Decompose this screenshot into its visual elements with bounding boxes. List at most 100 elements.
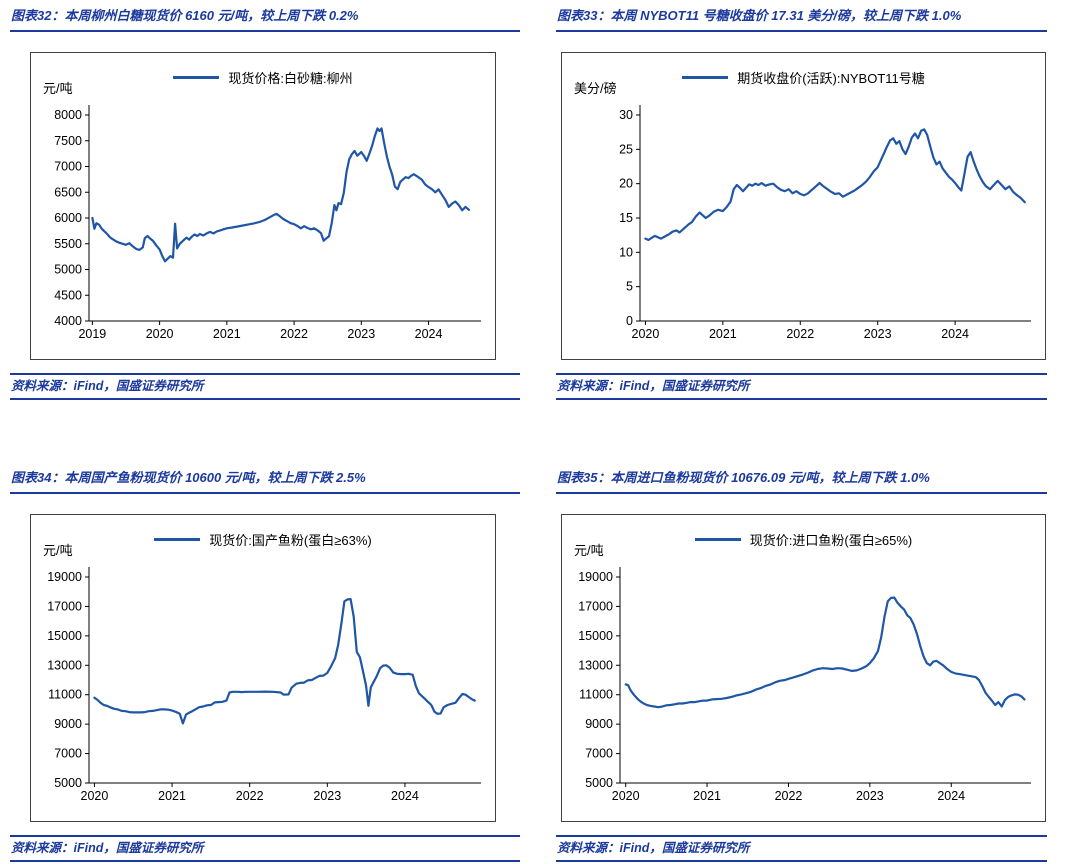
svg-text:2021: 2021 xyxy=(709,327,737,341)
svg-text:13000: 13000 xyxy=(47,658,82,672)
legend-line-swatch xyxy=(173,76,220,79)
legend-line-swatch xyxy=(154,538,201,541)
svg-text:17000: 17000 xyxy=(578,599,613,613)
y-axis-unit-label: 元/吨 xyxy=(43,543,73,558)
title-divider xyxy=(10,492,520,494)
svg-text:2022: 2022 xyxy=(775,789,803,803)
svg-text:15000: 15000 xyxy=(578,629,613,643)
svg-text:19000: 19000 xyxy=(47,570,82,584)
line-chart-nybot-sugar: 0 5 10 15 20 25 30 2020 2021 2022 2023 2024 xyxy=(619,105,1031,341)
chart-32-legend: 现货价格:白砂糖:柳州 xyxy=(31,68,495,87)
source-divider-top xyxy=(556,835,1047,837)
svg-text:2019: 2019 xyxy=(78,327,106,341)
svg-text:2021: 2021 xyxy=(213,327,241,341)
source-note: 资料来源：iFind，国盛证券研究所 xyxy=(557,841,750,855)
svg-text:2023: 2023 xyxy=(864,327,892,341)
chart-33-title: 图表33：本周 NYBOT11 号糖收盘价 17.31 美分/磅，较上周下跌 1… xyxy=(557,8,962,23)
chart-panel-33: 图表33：本周 NYBOT11 号糖收盘价 17.31 美分/磅，较上周下跌 1… xyxy=(556,8,1047,400)
svg-text:11000: 11000 xyxy=(48,688,82,702)
svg-text:19000: 19000 xyxy=(578,570,613,584)
legend-line-swatch xyxy=(694,538,741,541)
legend-label: 现货价格:白砂糖:柳州 xyxy=(228,71,353,86)
svg-text:2024: 2024 xyxy=(937,789,965,803)
chart-34-legend: 现货价:国产鱼粉(蛋白≥63%) xyxy=(31,530,495,549)
chart-33-frame: 美分/磅 期货收盘价(活跃):NYBOT11号糖 0 5 10 15 20 25 30 202… xyxy=(561,52,1046,360)
legend-line-swatch xyxy=(682,76,729,79)
title-divider xyxy=(556,30,1047,32)
legend-label: 现货价:国产鱼粉(蛋白≥63%) xyxy=(209,533,372,548)
svg-text:2023: 2023 xyxy=(313,789,341,803)
source-divider-top xyxy=(556,373,1047,375)
svg-text:7000: 7000 xyxy=(54,160,82,174)
svg-text:25: 25 xyxy=(619,142,633,156)
chart-32-title: 图表32：本周柳州白糖现货价 6160 元/吨，较上周下跌 0.2% xyxy=(11,8,359,23)
y-axis-unit-label: 元/吨 xyxy=(574,543,604,558)
svg-text:15000: 15000 xyxy=(47,629,82,643)
chart-33-legend: 期货收盘价(活跃):NYBOT11号糖 xyxy=(562,68,1045,87)
svg-text:11000: 11000 xyxy=(579,688,613,702)
svg-text:5000: 5000 xyxy=(54,776,82,790)
svg-text:17000: 17000 xyxy=(47,599,82,613)
source-divider-bottom xyxy=(10,860,520,862)
chart-34-frame: 元/吨 现货价:国产鱼粉(蛋白≥63%) 5000 7000 9000 11000 13… xyxy=(30,514,496,822)
source-divider-bottom xyxy=(10,398,520,400)
svg-text:2024: 2024 xyxy=(941,327,969,341)
svg-text:5500: 5500 xyxy=(54,237,82,251)
svg-text:6000: 6000 xyxy=(54,211,82,225)
svg-text:2023: 2023 xyxy=(856,789,884,803)
svg-text:4500: 4500 xyxy=(54,288,82,302)
chart-34-title: 图表34：本周国产鱼粉现货价 10600 元/吨，较上周下跌 2.5% xyxy=(11,470,366,485)
svg-text:2020: 2020 xyxy=(146,327,174,341)
svg-text:15: 15 xyxy=(619,211,633,225)
svg-text:2022: 2022 xyxy=(280,327,308,341)
svg-text:2020: 2020 xyxy=(632,327,660,341)
svg-text:5000: 5000 xyxy=(585,776,613,790)
svg-text:5: 5 xyxy=(626,280,633,294)
legend-label: 现货价:进口鱼粉(蛋白≥65%) xyxy=(749,533,913,548)
chart-panel-32: 图表32：本周柳州白糖现货价 6160 元/吨，较上周下跌 0.2% 元/吨 现… xyxy=(10,8,520,400)
source-divider-bottom xyxy=(556,398,1047,400)
title-divider xyxy=(556,492,1047,494)
y-axis-unit-label: 美分/磅 xyxy=(574,81,617,96)
chart-panel-34: 图表34：本周国产鱼粉现货价 10600 元/吨，较上周下跌 2.5% 元/吨 … xyxy=(10,470,520,862)
svg-text:20: 20 xyxy=(619,177,633,191)
svg-text:10: 10 xyxy=(619,245,633,259)
line-chart-domestic-fishmeal: 5000 7000 9000 11000 13000 15000 17000 19000 202… xyxy=(47,567,481,803)
legend-label: 期货收盘价(活跃):NYBOT11号糖 xyxy=(737,71,925,86)
line-chart-sugar-liuzhou: 4000 4500 5000 5500 6000 6500 7000 7500 8000 2019… xyxy=(54,105,481,341)
svg-text:6500: 6500 xyxy=(54,185,82,199)
chart-35-title: 图表35：本周进口鱼粉现货价 10676.09 元/吨，较上周下跌 1.0% xyxy=(557,470,930,485)
svg-text:7000: 7000 xyxy=(54,747,82,761)
svg-text:9000: 9000 xyxy=(54,717,82,731)
chart-32-frame: 元/吨 现货价格:白砂糖:柳州 4000 4500 5000 5500 6000 6500… xyxy=(30,52,496,360)
chart-35-legend: 现货价:进口鱼粉(蛋白≥65%) xyxy=(562,530,1045,549)
svg-text:30: 30 xyxy=(619,108,633,122)
svg-text:4000: 4000 xyxy=(54,314,82,328)
source-note: 资料来源：iFind，国盛证券研究所 xyxy=(557,379,750,393)
svg-text:2020: 2020 xyxy=(612,789,640,803)
svg-text:2021: 2021 xyxy=(693,789,721,803)
title-divider xyxy=(10,30,520,32)
svg-text:2020: 2020 xyxy=(81,789,109,803)
svg-text:5000: 5000 xyxy=(54,263,82,277)
source-divider-top xyxy=(10,835,520,837)
source-note: 资料来源：iFind，国盛证券研究所 xyxy=(11,841,204,855)
source-divider-bottom xyxy=(556,860,1047,862)
svg-text:2024: 2024 xyxy=(391,789,419,803)
svg-text:2024: 2024 xyxy=(415,327,443,341)
line-chart-imported-fishmeal: 5000 7000 9000 11000 13000 15000 17000 19000 202… xyxy=(578,567,1031,803)
svg-text:2021: 2021 xyxy=(158,789,186,803)
y-axis-unit-label: 元/吨 xyxy=(43,81,73,96)
svg-text:9000: 9000 xyxy=(585,717,613,731)
svg-text:7000: 7000 xyxy=(585,747,613,761)
source-divider-top xyxy=(10,373,520,375)
svg-text:8000: 8000 xyxy=(54,108,82,122)
svg-text:13000: 13000 xyxy=(578,658,613,672)
svg-text:2023: 2023 xyxy=(347,327,375,341)
source-note: 资料来源：iFind，国盛证券研究所 xyxy=(11,379,204,393)
svg-text:0: 0 xyxy=(626,314,633,328)
chart-35-frame: 元/吨 现货价:进口鱼粉(蛋白≥65%) 5000 7000 9000 11000 13… xyxy=(561,514,1046,822)
svg-text:2022: 2022 xyxy=(786,327,814,341)
chart-panel-35: 图表35：本周进口鱼粉现货价 10676.09 元/吨，较上周下跌 1.0% 元… xyxy=(556,470,1047,862)
